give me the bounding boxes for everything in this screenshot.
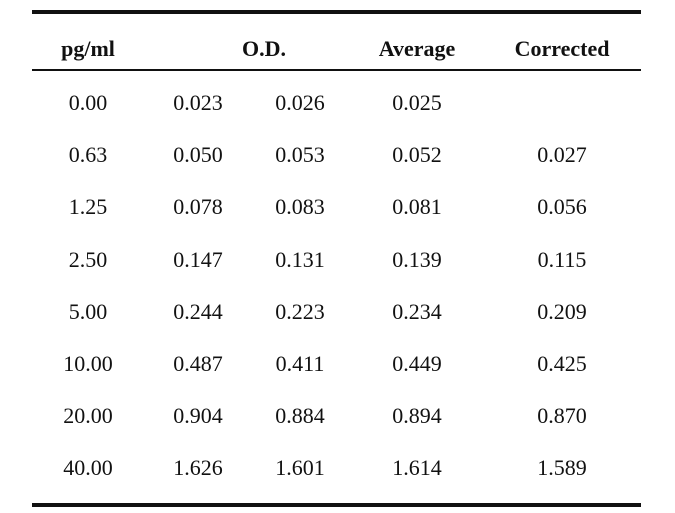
table-header-row: pg/ml O.D. Average Corrected xyxy=(32,14,641,69)
table-body: 0.00 0.023 0.026 0.025 0.63 0.050 0.053 … xyxy=(32,71,641,503)
cell-od-2: 0.223 xyxy=(275,298,325,324)
cell-corrected: 0.870 xyxy=(537,403,587,429)
cell-average: 1.614 xyxy=(392,455,442,481)
header-od: O.D. xyxy=(242,36,286,61)
cell-od-1: 0.487 xyxy=(173,350,223,376)
cell-od-1: 0.023 xyxy=(173,90,223,115)
cell-corrected: 0.027 xyxy=(537,142,587,168)
table-row: 5.00 0.244 0.223 0.234 0.209 xyxy=(32,289,641,341)
cell-concentration: 10.00 xyxy=(63,350,113,376)
cell-od-1: 1.626 xyxy=(173,455,223,481)
table-top-rule xyxy=(32,10,641,14)
standard-curve-table: pg/ml O.D. Average Corrected 0.00 0.023 … xyxy=(32,10,641,507)
cell-concentration: 20.00 xyxy=(63,403,113,429)
table-row: 0.00 0.023 0.026 0.025 xyxy=(32,80,641,132)
cell-od-2: 0.026 xyxy=(275,90,325,115)
header-average: Average xyxy=(378,36,456,61)
cell-od-2: 0.411 xyxy=(275,350,325,376)
cell-concentration: 0.00 xyxy=(68,90,108,115)
table-row: 20.00 0.904 0.884 0.894 0.870 xyxy=(32,393,641,445)
table-row: 1.25 0.078 0.083 0.081 0.056 xyxy=(32,184,641,236)
header-concentration: pg/ml xyxy=(61,36,115,61)
cell-od-2: 0.083 xyxy=(275,194,325,220)
cell-od-1: 0.050 xyxy=(173,142,223,168)
cell-od-1: 0.078 xyxy=(173,194,223,220)
cell-corrected: 0.209 xyxy=(537,298,587,324)
cell-concentration: 5.00 xyxy=(68,298,108,324)
cell-corrected: 0.425 xyxy=(537,350,587,376)
cell-corrected: 1.589 xyxy=(537,455,587,481)
cell-average: 0.234 xyxy=(392,298,442,324)
cell-od-2: 0.131 xyxy=(275,246,325,272)
cell-od-2: 1.601 xyxy=(275,455,325,481)
cell-concentration: 1.25 xyxy=(68,194,108,220)
cell-average: 0.139 xyxy=(392,246,442,272)
cell-average: 0.894 xyxy=(392,403,442,429)
cell-od-2: 0.884 xyxy=(275,403,325,429)
cell-concentration: 2.50 xyxy=(68,246,108,272)
cell-average: 0.052 xyxy=(392,142,442,168)
table-row: 2.50 0.147 0.131 0.139 0.115 xyxy=(32,237,641,289)
cell-od-1: 0.147 xyxy=(173,246,223,272)
cell-corrected: 0.115 xyxy=(537,246,587,272)
table-row: 0.63 0.050 0.053 0.052 0.027 xyxy=(32,132,641,184)
cell-od-2: 0.053 xyxy=(275,142,325,168)
cell-od-1: 0.244 xyxy=(173,298,223,324)
cell-concentration: 40.00 xyxy=(63,455,113,481)
cell-corrected: 0.056 xyxy=(537,194,587,220)
table-row: 10.00 0.487 0.411 0.449 0.425 xyxy=(32,341,641,393)
table-bottom-rule xyxy=(32,502,641,507)
table-header-rule xyxy=(32,69,641,71)
cell-average: 0.081 xyxy=(392,194,442,220)
cell-average: 0.025 xyxy=(392,90,442,115)
cell-concentration: 0.63 xyxy=(68,142,108,168)
header-corrected: Corrected xyxy=(514,36,610,61)
table-row: 40.00 1.626 1.601 1.614 1.589 xyxy=(32,445,641,497)
cell-od-1: 0.904 xyxy=(173,403,223,429)
cell-average: 0.449 xyxy=(392,350,442,376)
